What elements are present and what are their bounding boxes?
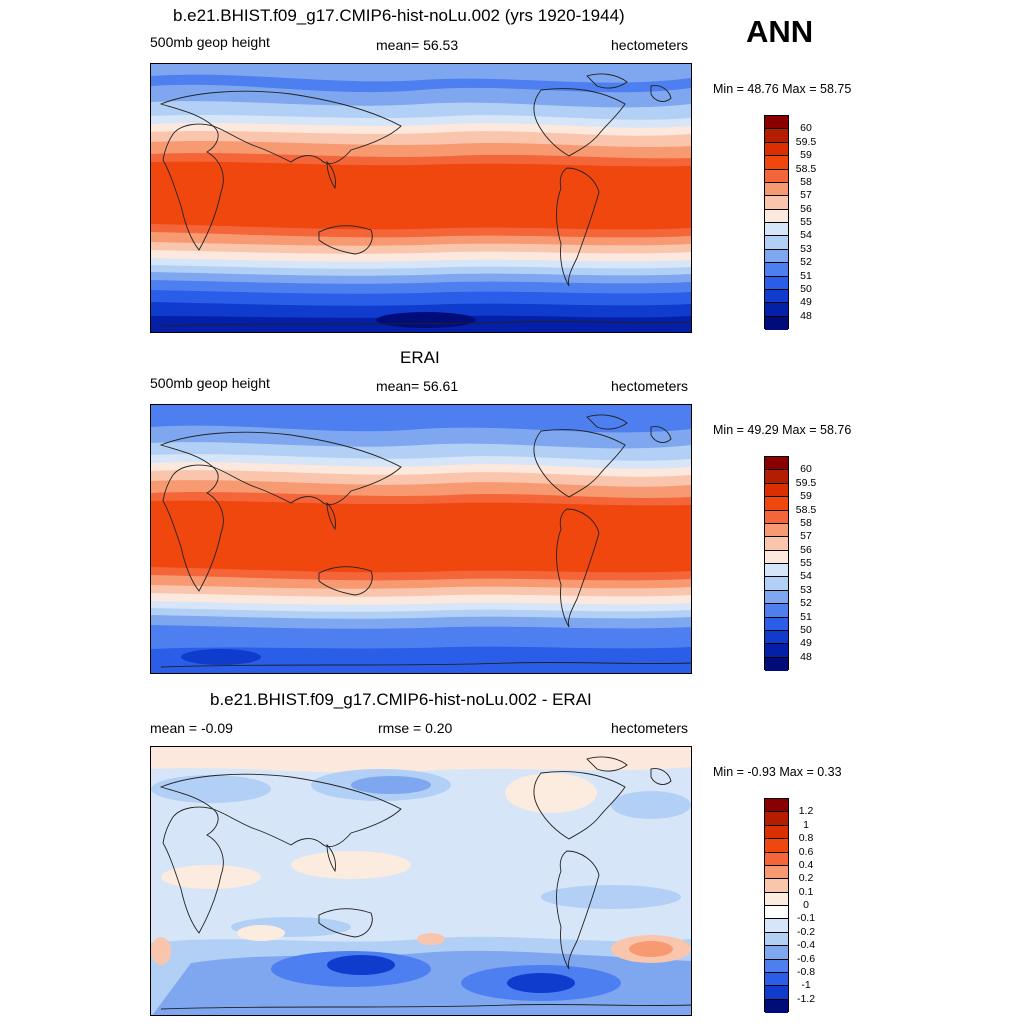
- panel-1-title: b.e21.BHIST.f09_g17.CMIP6-hist-noLu.002 …: [173, 6, 625, 25]
- panel-1-minmax: Min = 48.76 Max = 58.75: [713, 82, 852, 96]
- panel-2-colorbar-label: 59.5: [795, 476, 817, 489]
- panel-1-colorbar-label: 54: [800, 229, 812, 242]
- panel-2-map: [150, 404, 692, 674]
- panel-3-colorbar-label: 0.1: [798, 885, 814, 898]
- panel-2-colorbar-label: 58: [800, 516, 812, 529]
- panel-2-colorbar-label: 56: [800, 543, 812, 556]
- panel-1-mean-label: mean= 56.53: [376, 37, 459, 53]
- panel-2-colorbar-label: 58.5: [795, 503, 817, 516]
- panel-2-title: ERAI: [400, 348, 440, 367]
- panel-1-colorbar-label: 59: [800, 149, 812, 162]
- panel-2-colorbar-label: 52: [800, 597, 812, 610]
- panel-3-colorbar-label: 0.4: [798, 858, 814, 871]
- panel-1-contour-field: [151, 64, 691, 332]
- panel-2-colorbar-label: 49: [800, 637, 812, 650]
- panel-1-colorbar-label: 51: [800, 269, 812, 282]
- panel-3-colorbar-label: -0.4: [796, 939, 816, 952]
- panel-3-colorbar-label: -1.2: [796, 992, 816, 1005]
- panel-1-colorbar-label: 58: [800, 175, 812, 188]
- panel-1-coastlines: [159, 73, 691, 327]
- panel-2-colorbar-label: 53: [800, 583, 812, 596]
- panel-3-rmse-label: rmse = 0.20: [378, 720, 453, 736]
- panel-3-colorbar-label: 0.6: [798, 845, 814, 858]
- panel-3-colorbar-label: -0.1: [796, 912, 816, 925]
- panel-2-colorbar: [764, 456, 789, 671]
- panel-2-colorbar-label: 57: [800, 530, 812, 543]
- panel-1-colorbar-label: 49: [800, 296, 812, 309]
- panel-2-colorbar-label: 51: [800, 610, 812, 623]
- panel-2-colorbar-label: 59: [800, 490, 812, 503]
- panel-1-colorbar-label: 52: [800, 256, 812, 269]
- panel-3-mean-label: mean = -0.09: [150, 720, 233, 736]
- panel-1-units-label: hectometers: [611, 37, 689, 53]
- panel-2-colorbar-label: 60: [800, 463, 812, 476]
- panel-1-colorbar-label: 50: [800, 282, 812, 295]
- panel-3-minmax: Min = -0.93 Max = 0.33: [713, 765, 842, 779]
- panel-2-colorbar-label: 55: [800, 557, 812, 569]
- panel-2-coastlines: [159, 414, 691, 668]
- panel-1-colorbar: [764, 115, 789, 330]
- panel-1-colorbar-label: 55: [800, 216, 812, 228]
- panel-1-map: [150, 63, 692, 333]
- panel-2-units-label: hectometers: [611, 378, 689, 394]
- panel-1-colorbar-label: 48: [800, 309, 812, 322]
- panel-2-contour-field: [151, 405, 691, 673]
- panel-1-colorbar-label: 59.5: [795, 135, 817, 148]
- panel-3-units-label: hectometers: [611, 720, 689, 736]
- panel-1-colorbar-label: 53: [800, 242, 812, 255]
- panel-3-colorbar-label: -1: [801, 979, 811, 992]
- panel-2-colorbar-label: 54: [800, 570, 812, 583]
- panel-2-minmax: Min = 49.29 Max = 58.76: [713, 423, 852, 437]
- panel-3-contour-field: [151, 747, 691, 1015]
- panel-1-colorbar-label: 58.5: [795, 162, 817, 175]
- panel-3-title: b.e21.BHIST.f09_g17.CMIP6-hist-noLu.002 …: [210, 690, 592, 709]
- panel-3-colorbar-label: -0.8: [796, 965, 816, 978]
- panel-3-map: [150, 746, 692, 1016]
- season-label: ANN: [746, 14, 814, 49]
- panel-3-colorbar-label: 0.8: [798, 832, 814, 845]
- panel-3-colorbar-label: 1: [803, 818, 809, 831]
- panel-2-colorbar-label: 50: [800, 623, 812, 636]
- panel-1-left-label: 500mb geop height: [150, 34, 270, 50]
- panel-3-colorbar-label: 1.2: [798, 805, 814, 818]
- panel-3-colorbar-label: -0.6: [796, 952, 816, 965]
- panel-3-colorbar: [764, 798, 789, 1013]
- panel-3-colorbar-label: 0: [803, 899, 809, 911]
- panel-1-colorbar-label: 60: [800, 122, 812, 135]
- panel-1-colorbar-label: 56: [800, 202, 812, 215]
- panel-3-colorbar-label: -0.2: [796, 925, 816, 938]
- panel-2-left-label: 500mb geop height: [150, 375, 270, 391]
- panel-1-colorbar-label: 57: [800, 189, 812, 202]
- panel-3-coastlines: [159, 756, 691, 1010]
- panel-2-colorbar-label: 48: [800, 650, 812, 663]
- panel-3-colorbar-label: 0.2: [798, 872, 814, 885]
- panel-2-mean-label: mean= 56.61: [376, 378, 459, 394]
